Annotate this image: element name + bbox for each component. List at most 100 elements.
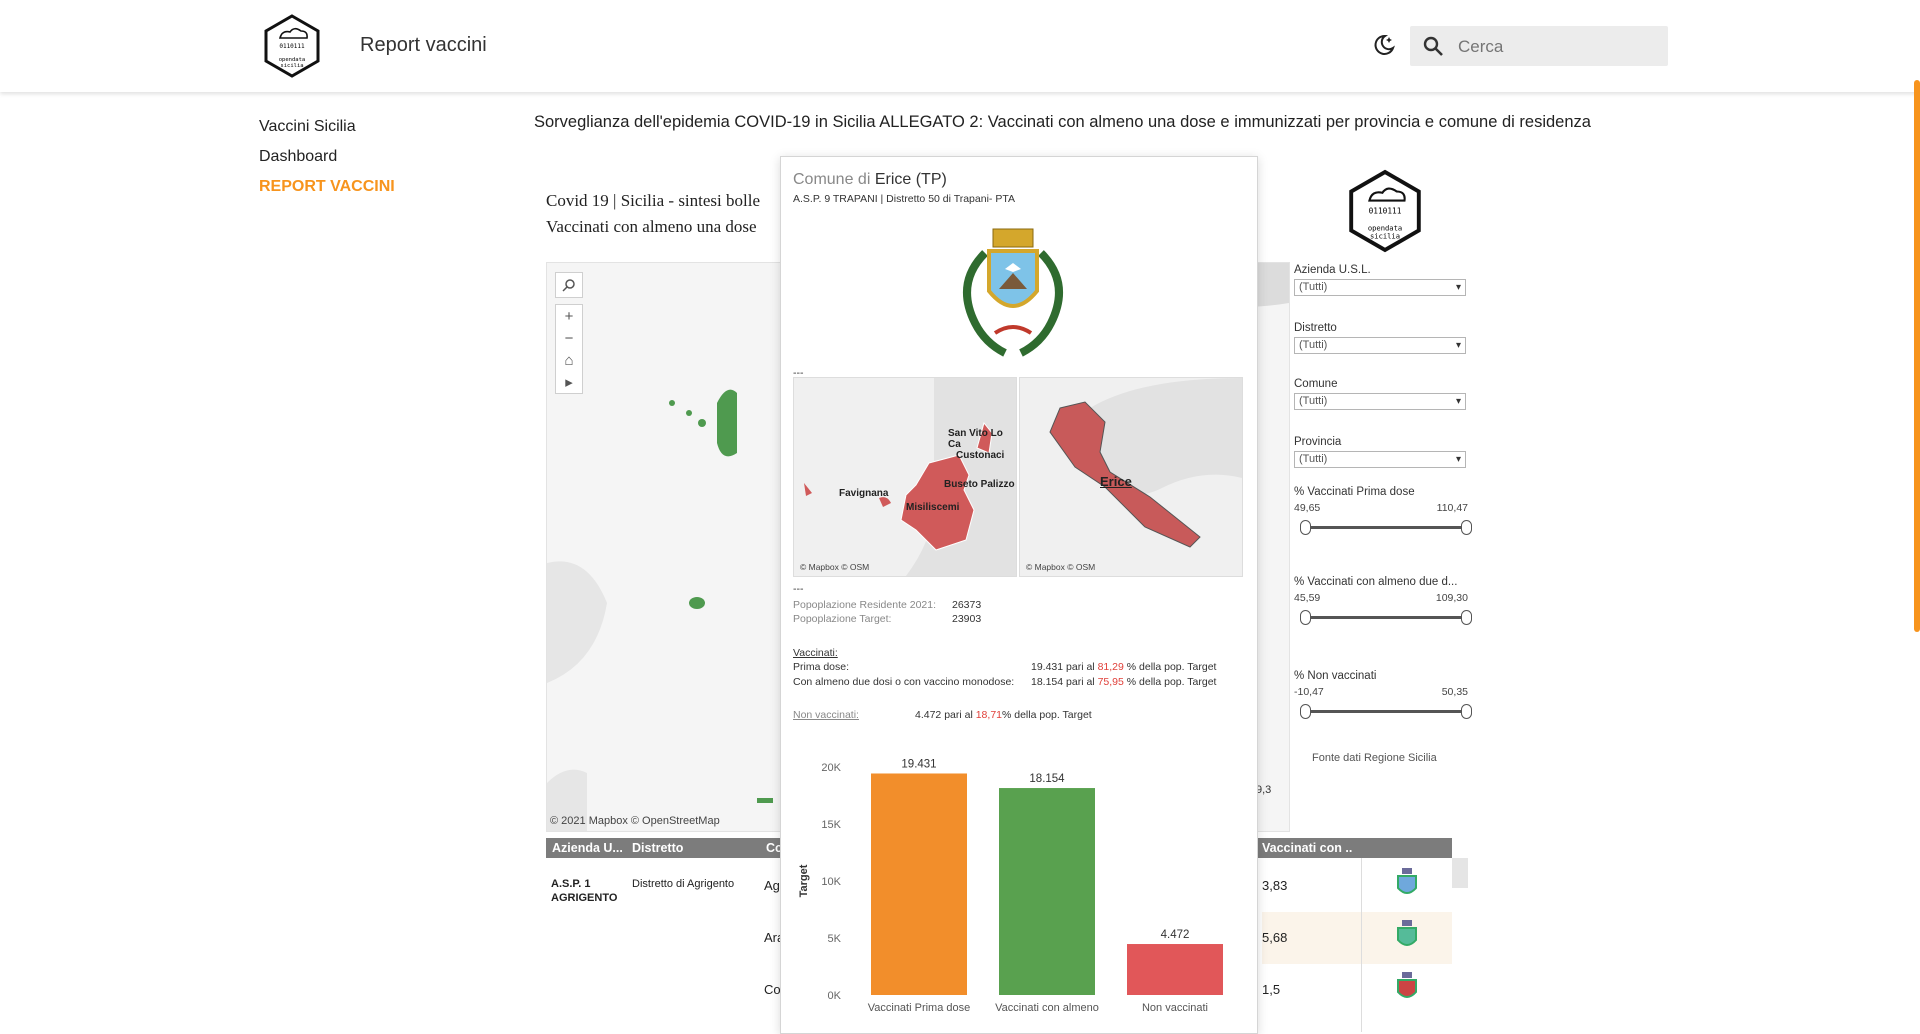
table-cell-comune-1: Ag — [764, 878, 780, 893]
map-label: Buseto Palizzo — [944, 479, 1015, 490]
table-divider — [1361, 858, 1362, 1032]
map-search-button[interactable] — [555, 272, 583, 298]
search-icon — [1423, 36, 1443, 56]
almeno-suffix: % della pop. Target — [1126, 676, 1217, 688]
col-comune[interactable]: Co — [766, 841, 783, 855]
comune-minimap[interactable]: Erice © Mapbox © OSM — [1019, 377, 1243, 577]
map-label: Misiliscemi — [906, 502, 960, 513]
map-credit: © Mapbox © OSM — [1026, 562, 1096, 572]
svg-text:sicilia: sicilia — [1370, 231, 1400, 240]
table-cell-distretto: Distretto di Agrigento — [632, 878, 735, 890]
home-icon[interactable]: ⌂ — [564, 351, 574, 369]
zoom-in-icon[interactable]: + — [564, 307, 574, 325]
coat-of-arms-icon — [1397, 972, 1417, 998]
sidebar-item-vaccini-sicilia[interactable]: Vaccini Sicilia — [259, 118, 356, 135]
comune-minimap-shapes — [1049, 378, 1242, 548]
slider-min: 45,59 — [1294, 592, 1321, 604]
comune-tooltip: Comune di Erice (TP) A.S.P. 9 TRAPANI | … — [780, 156, 1258, 1034]
map-label: Custonaci — [956, 450, 1005, 461]
slider-max: 50,35 — [1441, 686, 1468, 698]
filter-label-comune: Comune — [1294, 378, 1338, 390]
search-box[interactable] — [1410, 26, 1668, 66]
bar-data-label: 4.472 — [1161, 929, 1190, 941]
viz-heading: Covid 19 | Sicilia - sintesi bolle Vacci… — [546, 188, 760, 240]
filter-label-azienda: Azienda U.S.L. — [1294, 264, 1371, 276]
map-label-erice: Erice — [1100, 474, 1132, 489]
y-tick-label: 5K — [828, 933, 842, 945]
province-minimap[interactable]: San Vito Lo Ca Custonaci Buseto Palizzo … — [793, 377, 1017, 577]
col-distretto[interactable]: Distretto — [632, 841, 684, 855]
coat-of-arms-icon — [1397, 868, 1417, 894]
y-tick-label: 15K — [821, 819, 841, 831]
almeno-stat: 18.154 pari al 75,95 % della pop. Target — [1031, 676, 1216, 688]
slider-prima-dose[interactable]: 49,65 110,47 — [1294, 498, 1474, 538]
province-minimap-shapes — [804, 378, 1016, 576]
nonvacc-label: Non vaccinati: — [793, 709, 859, 721]
site-title[interactable]: Report vaccini — [360, 34, 487, 56]
prima-suffix: % della pop. Target — [1126, 661, 1217, 673]
bar-data-label: 19.431 — [901, 758, 936, 770]
slider-almeno-due-dosi[interactable]: 45,59 109,30 — [1294, 588, 1474, 628]
page-scrollbar[interactable] — [1914, 80, 1920, 632]
col-azienda[interactable]: Azienda U... — [552, 841, 623, 855]
sidebar-item-report-vaccini[interactable]: REPORT VACCINI — [259, 178, 395, 195]
prima-pct: 81,29 — [1097, 661, 1124, 673]
tooltip-title: Comune di Erice (TP) — [793, 171, 947, 189]
opendata-logo-small: 0110111 opendata sicilia — [1349, 169, 1421, 253]
zoom-out-icon[interactable]: − — [564, 329, 574, 347]
slider-handle-min[interactable] — [1300, 520, 1311, 535]
magnifier-icon — [562, 279, 575, 292]
x-tick-label: Non vaccinati — [1142, 1002, 1208, 1014]
almeno-pct: 75,95 — [1097, 676, 1124, 688]
pop-target-value: 23903 — [952, 613, 982, 625]
almeno-label: Con almeno due dosi o con vaccino monodo… — [793, 676, 1015, 688]
col-vaccinati[interactable]: Vaccinati con .. — [1262, 841, 1353, 855]
slider-max: 109,30 — [1435, 592, 1468, 604]
table-cell-value-3: 1,5 — [1262, 982, 1281, 997]
slider-min: -10,47 — [1294, 686, 1324, 698]
filter-select-comune[interactable]: (Tutti) — [1294, 393, 1466, 410]
search-input[interactable] — [1456, 34, 1660, 60]
bar — [871, 773, 967, 995]
erice-coat-of-arms — [963, 228, 1063, 357]
slider-handle-max[interactable] — [1461, 610, 1472, 625]
slider-min: 49,65 — [1294, 502, 1321, 514]
slider-handle-max[interactable] — [1461, 704, 1472, 719]
map-edge-value: 9,3 — [1256, 784, 1272, 796]
slider-handle-min[interactable] — [1300, 610, 1311, 625]
bar — [1127, 944, 1223, 995]
slider-max: 110,47 — [1436, 502, 1468, 514]
slider-label-prima: % Vaccinati Prima dose — [1294, 486, 1415, 498]
table-cell-comune-3: Co — [764, 982, 781, 997]
coat-of-arms-icon — [1397, 920, 1417, 946]
svg-text:sicilia: sicilia — [280, 63, 303, 69]
pop-resident-value: 26373 — [952, 599, 982, 611]
tooltip-title-prefix: Comune di — [793, 171, 875, 188]
y-tick-label: 10K — [821, 876, 841, 888]
slider-handle-min[interactable] — [1300, 704, 1311, 719]
sidebar-item-dashboard[interactable]: Dashboard — [259, 148, 338, 165]
slider-track — [1304, 526, 1466, 529]
dark-mode-moon-icon[interactable] — [1370, 32, 1396, 58]
slider-handle-max[interactable] — [1461, 520, 1472, 535]
viz-heading-line2: Vaccinati con almeno una dose — [546, 217, 757, 236]
filter-label-distretto: Distretto — [1294, 322, 1337, 334]
nonvacc-stat: 4.472 pari al 18,71% della pop. Target — [915, 709, 1092, 721]
opendata-sicilia-logo[interactable]: 0110111 opendata sicilia — [262, 14, 322, 78]
y-axis-label: Target — [798, 864, 810, 897]
filter-select-azienda[interactable]: (Tutti) — [1294, 279, 1466, 296]
table-scrollbar[interactable] — [1452, 858, 1468, 888]
svg-text:0110111: 0110111 — [1369, 207, 1402, 216]
prima-stat: 19.431 pari al 81,29 % della pop. Target — [1031, 661, 1216, 673]
tooltip-title-name: Erice (TP) — [874, 171, 947, 188]
play-arrow-icon[interactable]: ▸ — [565, 374, 573, 391]
pop-resident-label: Popoplazione Residente 2021: — [793, 599, 937, 611]
slider-non-vaccinati[interactable]: -10,47 50,35 — [1294, 682, 1474, 722]
svg-text:0110111: 0110111 — [279, 43, 305, 50]
filter-select-distretto[interactable]: (Tutti) — [1294, 337, 1466, 354]
filter-select-provincia[interactable]: (Tutti) — [1294, 451, 1466, 468]
slider-track — [1304, 710, 1466, 713]
map-attribution: © 2021 Mapbox © OpenStreetMap — [550, 815, 720, 827]
slider-label-almeno: % Vaccinati con almeno due d... — [1294, 576, 1458, 588]
svg-text:opendata: opendata — [279, 57, 306, 63]
